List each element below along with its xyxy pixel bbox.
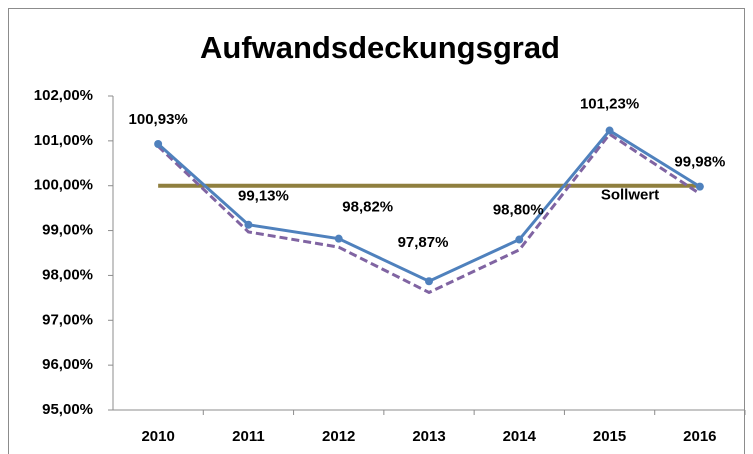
x-tick-label: 2010 [141,428,174,445]
y-tick-label: 95,00% [42,401,93,418]
data-point [515,235,524,244]
y-tick-label: 101,00% [34,132,93,149]
chart-frame [8,8,745,454]
data-label: 97,87% [398,234,449,251]
data-point [695,182,704,191]
y-tick-label: 97,00% [42,311,93,328]
data-label: 100,93% [129,111,188,128]
data-label: 98,80% [493,202,544,219]
data-label: 99,98% [674,154,725,171]
data-label: 101,23% [580,96,639,113]
y-tick-label: 98,00% [42,266,93,283]
data-point [605,126,614,135]
y-tick-label: 102,00% [34,87,93,104]
y-tick-label: 96,00% [42,356,93,373]
x-tick-label: 2013 [412,428,445,445]
x-tick-label: 2014 [503,428,537,445]
x-tick-label: 2015 [593,428,626,445]
chart-title: Aufwandsdeckungsgrad [200,30,560,65]
series-label: Sollwert [601,187,659,204]
data-point [425,277,433,286]
y-tick-label: 100,00% [34,177,93,194]
data-point [154,139,163,148]
x-tick-label: 2016 [683,428,716,445]
y-tick-label: 99,00% [42,222,93,239]
x-tick-label: 2012 [322,428,355,445]
x-tick-label: 2011 [232,428,265,445]
data-point [334,234,343,243]
data-label: 98,82% [342,199,393,216]
data-point [244,220,253,229]
line-series [157,132,701,295]
data-label: 99,13% [238,188,289,205]
